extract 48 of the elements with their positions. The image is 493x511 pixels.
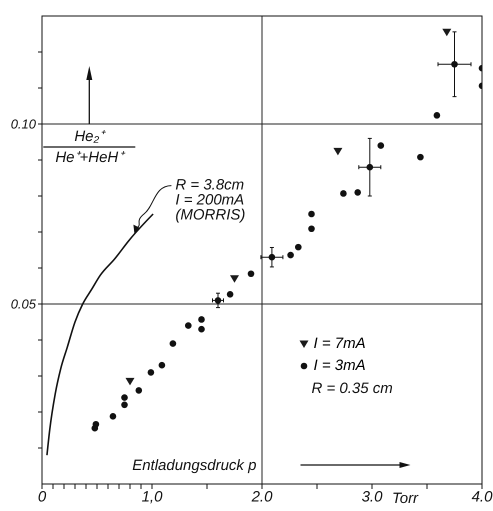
annotation: R = 3.8cm (175, 176, 244, 194)
point (126, 378, 134, 386)
point (378, 142, 384, 149)
x-axis-title: Entladungsdruck p (132, 457, 256, 474)
legend-label: I = 3mA (314, 357, 366, 374)
y-tick-label: 0.10 (10, 116, 37, 132)
point (417, 154, 424, 160)
annotation: R = 0.35 cm (312, 380, 393, 397)
point (442, 28, 452, 36)
y-axis-title: He₂⁺ (74, 128, 106, 145)
point (148, 369, 154, 376)
point (230, 275, 239, 283)
legend-label: I = 7mA (314, 335, 366, 352)
line-series (46, 213, 154, 456)
point (451, 60, 458, 68)
point (121, 402, 128, 408)
point (308, 210, 315, 218)
point (158, 362, 166, 368)
annotation: (MORRIS) (175, 206, 246, 224)
point (333, 148, 342, 156)
x-tick-label: 0 (38, 488, 47, 506)
point (340, 190, 347, 197)
x-tick-label: 3.0 (362, 488, 384, 506)
x-tick-label: 2.0 (250, 488, 274, 506)
point (136, 387, 142, 394)
x-tick-label: 4.0 (472, 488, 493, 506)
point (198, 316, 205, 323)
point (287, 252, 294, 258)
point (198, 326, 205, 332)
point (434, 112, 440, 119)
point (92, 420, 100, 428)
text: Torr (392, 490, 420, 507)
point (110, 413, 116, 420)
point (268, 254, 276, 260)
x-tick-label: 1,0 (142, 488, 164, 506)
point (121, 394, 128, 401)
point (308, 225, 315, 232)
point (354, 189, 361, 196)
point (366, 164, 374, 170)
annotation: He⁺+HeH⁺ (55, 149, 126, 166)
point (248, 270, 254, 278)
point (170, 340, 176, 347)
point (185, 322, 192, 329)
point (295, 244, 302, 250)
point (226, 290, 234, 298)
point (214, 297, 222, 304)
annotation: I = 200mA (175, 192, 244, 209)
y-tick-label: 0.05 (10, 296, 37, 312)
